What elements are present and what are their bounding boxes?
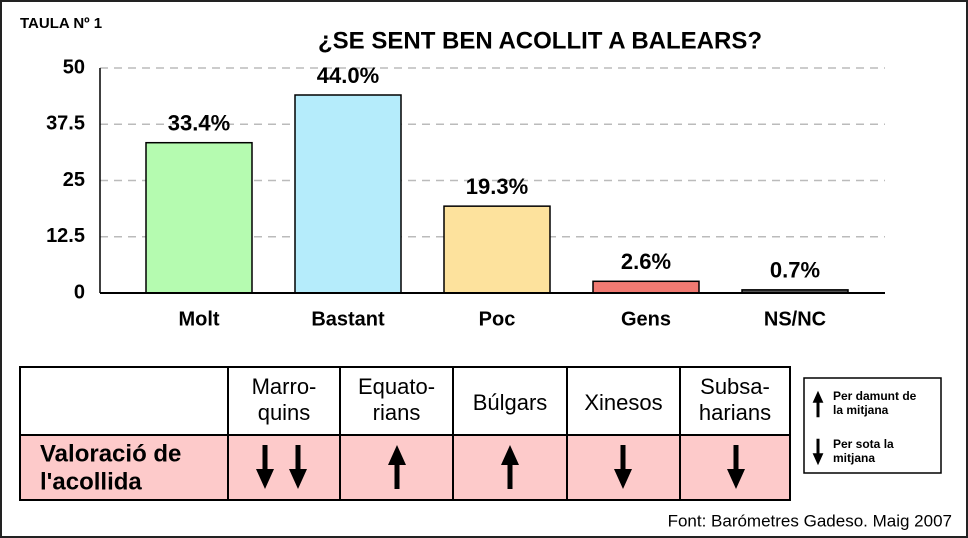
- arrow-up: [812, 390, 824, 418]
- value-label: 0.7%: [770, 258, 820, 283]
- x-tick-label: Gens: [621, 308, 671, 330]
- arrow-down: [727, 445, 745, 489]
- column-header: Xinesos: [584, 390, 662, 415]
- bar: [443, 205, 551, 294]
- value-label: 19.3%: [466, 174, 528, 199]
- x-tick-label: NS/NC: [764, 308, 826, 330]
- arrow-down: [256, 445, 274, 489]
- value-label: 2.6%: [621, 249, 671, 274]
- column-header: rians: [373, 400, 421, 425]
- x-tick-label: Molt: [178, 308, 219, 330]
- table-label: TAULA Nº 1: [20, 15, 102, 32]
- column-header: Equato-: [358, 374, 435, 399]
- x-tick-label: Bastant: [311, 308, 385, 330]
- bar: [145, 141, 253, 294]
- y-tick-label: 12.5: [46, 225, 85, 247]
- legend-text: mitjana: [833, 451, 875, 465]
- row-label: Valoració de: [40, 440, 181, 467]
- legend-text: Per sota la: [833, 437, 894, 451]
- column-header: quins: [258, 400, 311, 425]
- y-tick-label: 0: [74, 281, 85, 303]
- chart-title: ¿SE SENT BEN ACOLLIT A BALEARS?: [318, 27, 762, 54]
- legend-text: Per damunt de: [833, 389, 917, 403]
- y-tick-label: 37.5: [46, 113, 85, 135]
- bar: [592, 280, 700, 294]
- column-header: Marro-: [252, 374, 317, 399]
- value-label: 44.0%: [317, 63, 379, 88]
- source: Font: Barómetres Gadeso. Maig 2007: [668, 511, 952, 530]
- row-label: l'acollida: [40, 468, 142, 495]
- y-tick-label: 50: [63, 56, 85, 78]
- column-header: Búlgars: [473, 390, 548, 415]
- arrow-down: [289, 445, 307, 489]
- x-tick-label: Poc: [479, 308, 516, 330]
- arrow-down: [812, 438, 824, 466]
- column-header: harians: [699, 400, 771, 425]
- legend-text: la mitjana: [833, 403, 889, 417]
- y-tick-label: 25: [63, 169, 85, 191]
- legend-box: [803, 377, 942, 474]
- column-header: Subsa-: [700, 374, 770, 399]
- table-border: [19, 366, 791, 501]
- table-row-bg: [20, 435, 790, 500]
- value-label: 33.4%: [168, 111, 230, 136]
- bar: [294, 94, 402, 294]
- arrow-up: [501, 445, 519, 489]
- arrow-up: [388, 445, 406, 489]
- arrow-down: [614, 445, 632, 489]
